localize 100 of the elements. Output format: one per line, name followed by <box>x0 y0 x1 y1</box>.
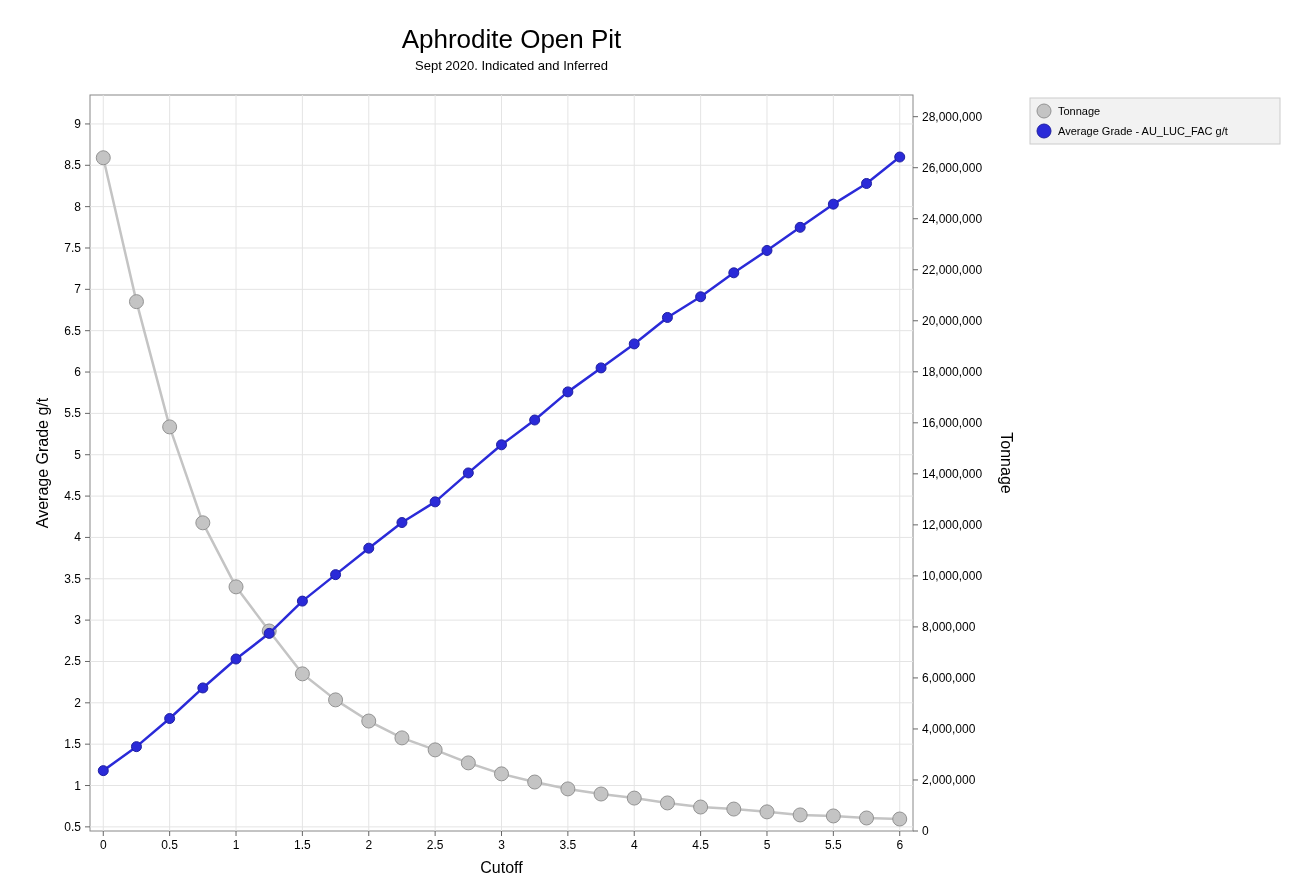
point <box>560 781 576 797</box>
point <box>792 807 808 823</box>
point <box>296 595 308 607</box>
point <box>894 151 906 163</box>
x-tick-label: 3 <box>498 838 506 852</box>
point <box>593 786 609 802</box>
chart-title: Aphrodite Open Pit <box>401 24 623 54</box>
point <box>726 801 742 817</box>
y2-tick-label: 18,000,000 <box>922 364 983 379</box>
x-tick-label: 0 <box>99 838 107 852</box>
x-axis-title: Cutoff <box>480 859 524 876</box>
legend-label: Tonnage <box>1058 105 1101 117</box>
y2-tick-label: 26,000,000 <box>922 160 983 175</box>
x-tick-label: 2.5 <box>426 838 444 852</box>
y2-tick-label: 6,000,000 <box>922 670 976 685</box>
y-tick-label: 4.5 <box>64 489 82 504</box>
x-tick-label: 4.5 <box>692 838 710 852</box>
point <box>396 517 408 529</box>
point <box>595 362 607 374</box>
y2-tick-label: 0 <box>922 824 929 838</box>
point <box>427 742 443 758</box>
point <box>429 496 441 508</box>
y2-tick-label: 28,000,000 <box>922 109 983 124</box>
point <box>164 713 176 725</box>
point <box>825 808 841 824</box>
point <box>263 627 275 639</box>
point <box>95 150 111 166</box>
y2-tick-label: 20,000,000 <box>922 313 983 328</box>
y-tick-label: 1.5 <box>64 737 82 752</box>
point <box>230 653 242 665</box>
point <box>859 810 875 826</box>
x-tick-label: 5 <box>763 838 771 852</box>
point <box>462 467 474 479</box>
point <box>661 311 673 323</box>
y2-tick-label: 24,000,000 <box>922 211 983 226</box>
y2-tick-label: 16,000,000 <box>922 415 983 430</box>
y2-tick-label: 10,000,000 <box>922 568 983 583</box>
point <box>228 579 244 595</box>
point <box>361 713 377 729</box>
y2-tick-label: 8,000,000 <box>922 619 976 634</box>
y-tick-label: 0.5 <box>64 819 82 834</box>
point <box>562 386 574 398</box>
point <box>529 414 541 426</box>
x-tick-label: 6 <box>896 838 904 852</box>
point <box>496 439 507 451</box>
x-tick-label: 5.5 <box>825 838 843 852</box>
point <box>162 419 178 435</box>
point <box>195 515 211 531</box>
point <box>328 692 344 708</box>
point <box>363 542 375 554</box>
y-tick-label: 4 <box>74 530 82 545</box>
point <box>128 294 144 310</box>
point <box>693 799 709 815</box>
y2-tick-label: 22,000,000 <box>922 262 983 277</box>
point <box>460 755 476 771</box>
point <box>659 795 675 811</box>
x-tick-label: 1.5 <box>294 838 312 852</box>
point <box>892 811 908 827</box>
y-tick-label: 8 <box>74 199 82 214</box>
y-tick-label: 7.5 <box>64 240 82 255</box>
y-tick-label: 9 <box>74 116 82 131</box>
x-tick-label: 2 <box>365 838 373 852</box>
chart-subtitle: Sept 2020. Indicated and Inferred <box>415 58 608 73</box>
point <box>197 682 209 694</box>
point <box>294 666 310 682</box>
y2-tick-label: 2,000,000 <box>922 772 976 787</box>
x-tick-label: 3.5 <box>559 838 577 852</box>
y2-tick-label: 14,000,000 <box>922 466 983 481</box>
y2-axis-title: Tonnage <box>998 432 1015 494</box>
x-tick-label: 4 <box>630 838 638 852</box>
point <box>761 244 773 256</box>
point <box>394 730 410 746</box>
point <box>759 804 775 820</box>
point <box>97 765 109 777</box>
point <box>794 221 806 233</box>
y-tick-label: 2.5 <box>64 654 82 669</box>
x-tick-label: 0.5 <box>161 838 179 852</box>
point <box>861 177 873 189</box>
point <box>728 267 740 279</box>
point <box>330 569 342 581</box>
y-tick-label: 6.5 <box>64 323 82 338</box>
y-tick-label: 2 <box>74 695 82 710</box>
y-tick-label: 6 <box>74 365 82 380</box>
point <box>626 790 642 806</box>
point <box>695 291 707 303</box>
x-tick-label: 1 <box>232 838 240 852</box>
y-tick-label: 5 <box>74 447 82 462</box>
y-tick-label: 3 <box>74 613 82 628</box>
y-tick-label: 7 <box>74 282 82 297</box>
point <box>494 766 509 782</box>
y-axis-title: Average Grade g/t <box>34 397 51 529</box>
y2-tick-label: 12,000,000 <box>922 517 983 532</box>
y-tick-label: 1 <box>74 778 82 793</box>
point <box>130 741 142 753</box>
legend-label: Average Grade - AU_LUC_FAC g/t <box>1058 125 1228 137</box>
y-tick-label: 8.5 <box>64 158 82 173</box>
point <box>628 338 640 350</box>
point <box>827 198 839 210</box>
y2-tick-label: 4,000,000 <box>922 721 976 736</box>
y-tick-label: 5.5 <box>64 406 82 421</box>
